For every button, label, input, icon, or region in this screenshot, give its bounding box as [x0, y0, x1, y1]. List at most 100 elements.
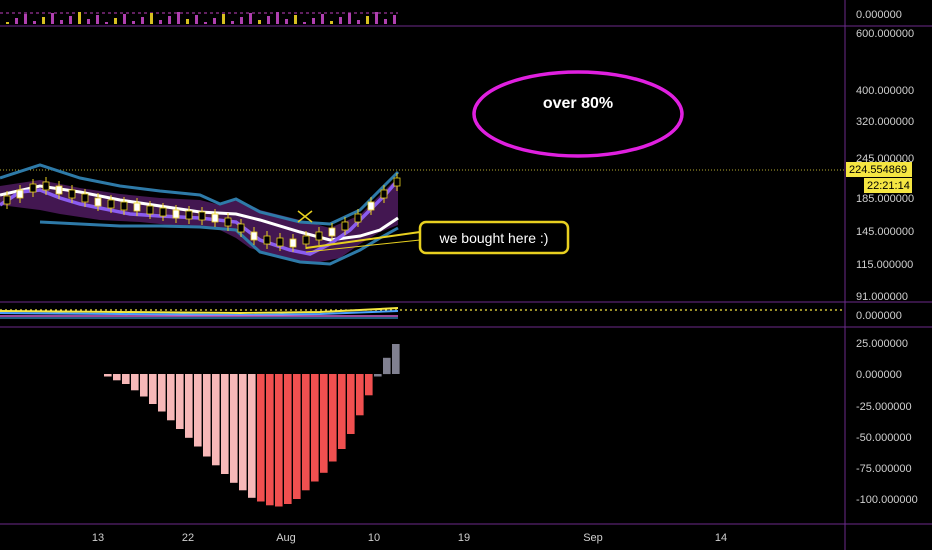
candle-body — [237, 223, 245, 233]
candle-body — [315, 231, 323, 241]
volume-bar — [357, 20, 360, 24]
axis-label: -25.000000 — [856, 401, 912, 413]
volume-bar — [78, 12, 81, 24]
histogram-bar — [149, 374, 157, 404]
candle-body — [42, 181, 50, 191]
volume-bar — [213, 18, 216, 24]
histogram-bar — [374, 374, 382, 377]
histogram-bar — [302, 374, 310, 491]
last-price: 224.554869 — [849, 164, 907, 176]
ellipse-annotation[interactable]: over 80% — [472, 70, 684, 158]
candle-body — [367, 201, 375, 211]
histogram-bar — [122, 374, 130, 384]
volume-bar — [276, 12, 279, 24]
candle-body — [276, 237, 284, 247]
candle-body — [29, 183, 37, 193]
volume-bar — [384, 19, 387, 24]
time-label: 19 — [458, 532, 470, 544]
candle-body — [302, 235, 310, 245]
histogram-bar — [392, 344, 400, 374]
candle-body — [224, 217, 232, 227]
volume-bar — [366, 16, 369, 24]
axis-label: -50.000000 — [856, 432, 912, 444]
candle-body — [55, 185, 63, 195]
histogram-bar — [257, 374, 265, 502]
volume-bar — [132, 21, 135, 24]
axis-label: -75.000000 — [856, 463, 912, 475]
histogram-bar — [113, 374, 121, 381]
histogram-panel — [104, 344, 400, 507]
volume-bar — [177, 12, 180, 24]
volume-bar — [258, 20, 261, 24]
candle-body — [341, 221, 349, 231]
volume-bar — [375, 12, 378, 24]
volume-bar — [186, 19, 189, 24]
candle-body — [172, 209, 180, 219]
axis-label: 115.000000 — [856, 259, 913, 271]
volume-bar — [114, 18, 117, 24]
histogram-bar — [338, 374, 346, 449]
volume-bar — [60, 20, 63, 24]
volume-bar — [267, 16, 270, 24]
candles — [3, 173, 401, 252]
histogram-bar — [104, 374, 112, 377]
candle-body — [146, 205, 154, 215]
price-axis: 0.000000 600.000000 400.000000 320.00000… — [856, 9, 918, 506]
histogram-bar — [266, 374, 274, 506]
candle-body — [107, 199, 115, 209]
candle-body — [159, 207, 167, 217]
volume-bar — [330, 21, 333, 24]
histogram-bar — [203, 374, 211, 457]
volume-bar — [69, 16, 72, 24]
time-label: 14 — [715, 532, 727, 544]
volume-bar — [150, 13, 153, 24]
candle-body — [328, 227, 336, 237]
candle-body — [3, 195, 11, 205]
volume-bar — [24, 14, 27, 24]
candle-body — [250, 231, 258, 241]
candle-body — [185, 210, 193, 220]
volume-bar — [6, 22, 9, 24]
time-label: 22 — [182, 532, 194, 544]
volume-bar — [96, 15, 99, 24]
price-panel — [0, 163, 845, 266]
callout-annotation[interactable]: we bought here :) — [305, 220, 570, 255]
moving-average-white — [0, 184, 399, 242]
volume-bar — [33, 21, 36, 24]
candle-body — [198, 211, 206, 221]
volume-bar — [285, 19, 288, 24]
histogram-bar — [131, 374, 139, 391]
axis-label: 400.000000 — [856, 85, 914, 97]
histogram-bar — [185, 374, 193, 438]
histogram-bar — [356, 374, 364, 416]
volume-bar — [393, 15, 396, 24]
axis-label: 145.000000 — [856, 226, 914, 238]
histogram-bar — [365, 374, 373, 396]
volume-bar — [141, 17, 144, 24]
histogram-bar — [230, 374, 238, 483]
candle-body — [289, 238, 297, 248]
volume-bar — [204, 22, 207, 24]
volume-bar — [303, 22, 306, 24]
histogram-bar — [212, 374, 220, 466]
candle-body — [120, 201, 128, 211]
histogram-bar — [293, 374, 301, 499]
volume-bar — [195, 15, 198, 24]
last-price-tag: 224.554869 22:21:14 — [846, 162, 912, 193]
candle-body — [354, 213, 362, 223]
candle-body — [133, 202, 141, 212]
volume-bar — [339, 17, 342, 24]
histogram-bar — [176, 374, 184, 429]
time-label: Sep — [583, 532, 603, 544]
volume-bar — [51, 13, 54, 24]
axis-label: 185.000000 — [856, 193, 914, 205]
volume-bar — [159, 20, 162, 24]
volume-bar — [312, 18, 315, 24]
histogram-bar — [383, 357, 391, 375]
axis-label: 0.000000 — [856, 9, 902, 21]
candle-body — [211, 213, 219, 223]
candle-body — [81, 193, 89, 203]
histogram-bar — [194, 374, 202, 447]
axis-label: 25.000000 — [856, 338, 908, 350]
